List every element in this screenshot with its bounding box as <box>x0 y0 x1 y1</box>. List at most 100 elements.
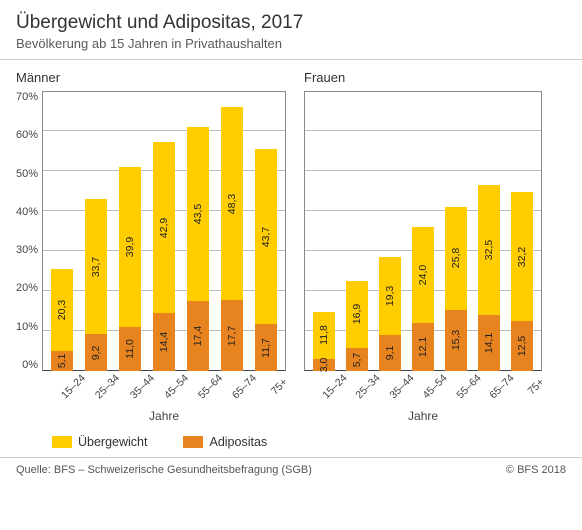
bar-column: 43,5 17,4 <box>181 92 215 371</box>
bar-segment-overweight: 25,8 <box>445 207 467 310</box>
bar-column: 32,2 12,5 <box>506 92 539 371</box>
x-axis-label: Jahre <box>304 409 542 423</box>
chart-panel: Frauen11,83,016,95,719,39,124,012,125,81… <box>304 70 542 423</box>
bar-value-label: 16,9 <box>351 304 363 324</box>
stacked-bar: 24,0 12,1 <box>412 227 434 371</box>
bar-value-label: 11,7 <box>260 338 272 358</box>
bar-segment-overweight: 39,9 <box>119 167 141 327</box>
stacked-bar: 11,83,0 <box>313 312 335 371</box>
bar-segment-obesity: 11,7 <box>255 324 277 371</box>
bar-column: 33,7 9,2 <box>79 92 113 371</box>
y-tick-label: 70% <box>16 91 38 103</box>
bar-value-label: 25,8 <box>450 248 462 268</box>
x-ticks: 15–2425–3435–4445–5455–6465–7475+ <box>42 371 286 407</box>
stacked-bar: 32,5 14,1 <box>478 185 500 371</box>
page-title: Übergewicht und Adipositas, 2017 <box>0 0 582 36</box>
stacked-bar: 33,7 9,2 <box>85 199 107 371</box>
bar-column: 19,3 9,1 <box>373 92 406 371</box>
bar-value-label: 43,5 <box>192 204 204 224</box>
stacked-bar: 20,3 5,1 <box>51 269 73 371</box>
legend-swatch <box>183 436 203 448</box>
bar-value-label: 12,5 <box>516 336 528 356</box>
bar-segment-obesity: 9,1 <box>379 335 401 371</box>
stacked-bar: 48,3 17,7 <box>221 107 243 371</box>
bar-column: 32,5 14,1 <box>473 92 506 371</box>
bar-segment-overweight: 42,9 <box>153 142 175 314</box>
bar-segment-obesity: 17,7 <box>221 300 243 371</box>
bar-value-label: 19,3 <box>384 286 396 306</box>
stacked-bar: 39,9 11,0 <box>119 167 141 371</box>
stacked-bar: 32,2 12,5 <box>511 192 533 371</box>
source-text: Quelle: BFS – Schweizerische Gesundheits… <box>16 464 312 476</box>
y-tick-label: 50% <box>16 168 38 180</box>
bar-value-label: 24,0 <box>417 264 429 284</box>
bar-segment-overweight: 11,8 <box>313 312 335 359</box>
bar-segment-obesity: 11,0 <box>119 327 141 371</box>
bar-column: 25,8 15,3 <box>440 92 473 371</box>
bar-segment-obesity: 17,4 <box>187 301 209 371</box>
bar-segment-overweight: 20,3 <box>51 269 73 350</box>
bar-segment-overweight: 43,5 <box>187 127 209 301</box>
bar-value-label: 33,7 <box>90 257 102 277</box>
panel-title: Frauen <box>304 70 542 85</box>
chart-page: Übergewicht und Adipositas, 2017 Bevölke… <box>0 0 582 530</box>
footer: Quelle: BFS – Schweizerische Gesundheits… <box>0 458 582 476</box>
bar-value-label: 11,8 <box>318 326 330 346</box>
bar-column: 48,3 17,7 <box>215 92 249 371</box>
bar-segment-obesity: 9,2 <box>85 334 107 371</box>
bar-column: 39,9 11,0 <box>113 92 147 371</box>
y-axis: 70%60%50%40%30%20%10%0% <box>16 91 42 371</box>
stacked-bar: 43,5 17,4 <box>187 127 209 371</box>
bar-column: 20,3 5,1 <box>45 92 79 371</box>
bar-value-label: 17,4 <box>192 326 204 346</box>
bar-segment-overweight: 32,2 <box>511 192 533 321</box>
bar-value-label: 15,3 <box>450 330 462 350</box>
bar-segment-obesity: 14,1 <box>478 315 500 371</box>
bar-segment-obesity: 12,1 <box>412 323 434 371</box>
bar-segment-obesity: 15,3 <box>445 310 467 371</box>
bar-segment-overweight: 24,0 <box>412 227 434 323</box>
stacked-bar: 42,9 14,4 <box>153 142 175 371</box>
stacked-bar: 25,8 15,3 <box>445 207 467 371</box>
legend-label: Übergewicht <box>78 435 147 449</box>
bars-container: 11,83,0 16,95,7 19,3 9,1 24,0 12,1 25,8 15,3 32,… <box>305 92 541 371</box>
bar-segment-obesity: 14,4 <box>153 313 175 371</box>
bar-segment-overweight: 19,3 <box>379 257 401 334</box>
y-tick-label: 30% <box>16 244 38 256</box>
bar-value-label: 9,1 <box>384 345 396 360</box>
bar-value-label: 17,7 <box>226 325 238 345</box>
bar-value-label: 14,4 <box>158 332 170 352</box>
plot-area: 20,3 5,1 33,7 9,2 39,9 11,0 42,9 14,4 43,5 17,4 48… <box>42 91 286 371</box>
y-tick-label: 10% <box>16 321 38 333</box>
stacked-bar: 43,7 11,7 <box>255 149 277 371</box>
bar-value-label: 48,3 <box>226 193 238 213</box>
legend: Übergewicht Adipositas <box>0 427 582 457</box>
legend-item: Übergewicht <box>52 435 147 449</box>
copyright-text: © BFS 2018 <box>506 464 566 476</box>
bar-value-label: 9,2 <box>90 345 102 360</box>
bar-column: 11,83,0 <box>307 92 340 371</box>
plot-area: 11,83,0 16,95,7 19,3 9,1 24,0 12,1 25,8 15,3 32,… <box>304 91 542 371</box>
x-ticks: 15–2425–3435–4445–5455–6465–7475+ <box>304 371 542 407</box>
bar-value-label: 11,0 <box>124 339 136 359</box>
stacked-bar: 16,95,7 <box>346 281 368 371</box>
bar-value-label: 12,1 <box>417 337 429 357</box>
bar-column: 16,95,7 <box>340 92 373 371</box>
bar-value-label: 39,9 <box>124 237 136 257</box>
bar-value-label: 20,3 <box>56 300 68 320</box>
y-tick-label: 20% <box>16 282 38 294</box>
bar-value-label: 14,1 <box>483 333 495 353</box>
bar-value-label: 32,5 <box>483 239 495 259</box>
y-tick-label: 0% <box>22 359 38 371</box>
bar-value-label: 5,1 <box>56 353 68 368</box>
bar-segment-overweight: 16,9 <box>346 281 368 349</box>
y-tick-label: 60% <box>16 129 38 141</box>
legend-item: Adipositas <box>183 435 267 449</box>
bar-column: 42,9 14,4 <box>147 92 181 371</box>
bar-value-label: 32,2 <box>516 246 528 266</box>
bar-segment-overweight: 43,7 <box>255 149 277 324</box>
bar-segment-overweight: 32,5 <box>478 185 500 315</box>
bars-container: 20,3 5,1 33,7 9,2 39,9 11,0 42,9 14,4 43,5 17,4 48… <box>43 92 285 371</box>
bar-column: 24,0 12,1 <box>406 92 439 371</box>
bar-segment-overweight: 33,7 <box>85 199 107 334</box>
